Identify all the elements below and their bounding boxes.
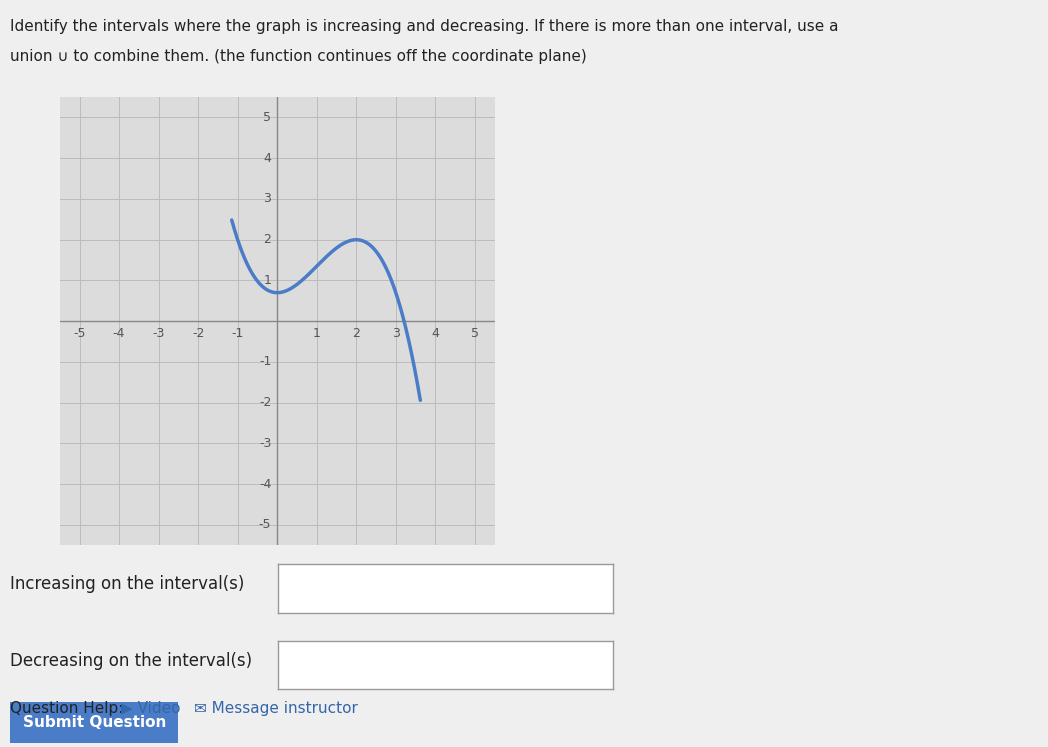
Text: Question Help:: Question Help: [10, 701, 124, 716]
Text: 2: 2 [263, 233, 271, 247]
Text: -4: -4 [259, 477, 271, 491]
Text: union ∪ to combine them. (the function continues off the coordinate plane): union ∪ to combine them. (the function c… [10, 49, 587, 63]
Text: ✉ Message instructor: ✉ Message instructor [194, 701, 357, 716]
Text: Submit Question: Submit Question [23, 715, 166, 731]
Text: 2: 2 [352, 327, 361, 341]
Text: -4: -4 [113, 327, 125, 341]
Text: 5: 5 [263, 111, 271, 124]
Text: -2: -2 [192, 327, 204, 341]
Text: 1: 1 [312, 327, 321, 341]
Text: -3: -3 [152, 327, 165, 341]
Text: -3: -3 [259, 437, 271, 450]
Text: ▶ Video: ▶ Video [121, 701, 180, 716]
Text: 4: 4 [263, 152, 271, 165]
Text: Identify the intervals where the graph is increasing and decreasing. If there is: Identify the intervals where the graph i… [10, 19, 839, 34]
Text: -5: -5 [259, 518, 271, 531]
Text: -5: -5 [73, 327, 86, 341]
Text: Decreasing on the interval(s): Decreasing on the interval(s) [10, 652, 253, 670]
Text: 3: 3 [392, 327, 399, 341]
Text: Increasing on the interval(s): Increasing on the interval(s) [10, 575, 245, 593]
Text: -2: -2 [259, 396, 271, 409]
Text: -1: -1 [232, 327, 244, 341]
Text: 5: 5 [471, 327, 479, 341]
Text: 4: 4 [432, 327, 439, 341]
Text: 1: 1 [263, 274, 271, 287]
Text: 3: 3 [263, 193, 271, 205]
Text: -1: -1 [259, 356, 271, 368]
